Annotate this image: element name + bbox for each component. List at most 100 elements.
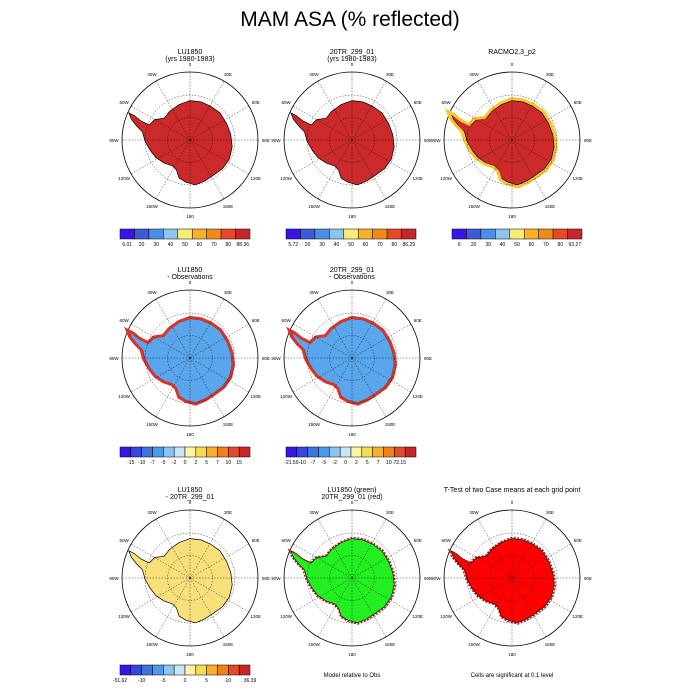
meridian	[293, 543, 353, 579]
colorbar-cell	[329, 228, 345, 240]
longitude-label: 120E	[251, 394, 262, 399]
panel-title-line: - 20TR_299_01	[165, 494, 215, 501]
longitude-label: 120W	[118, 394, 131, 399]
panel-title-line: RACMO2.3_p2	[488, 49, 536, 56]
colorbar-cell	[163, 446, 175, 458]
colorbar-cell	[350, 446, 363, 458]
colorbar-cell	[285, 228, 301, 240]
colorbar-label: 10	[386, 460, 392, 466]
longitude-label: 150W	[146, 204, 159, 209]
colorbar-label: -10	[138, 460, 145, 466]
longitude-label: 150E	[223, 422, 234, 427]
longitude-label: 90E	[584, 138, 592, 143]
colorbar-cell	[119, 664, 132, 676]
meridian	[189, 139, 249, 175]
colorbar-label: 70	[211, 242, 217, 248]
colorbar-cell	[314, 228, 330, 240]
longitude-label: 120E	[251, 614, 262, 619]
colorbar-cell	[318, 446, 330, 458]
colorbar-p5: -21.59 -10 -7 -5 -2 0 2 5 7 10 72.15	[284, 446, 417, 466]
longitude-label: 150E	[385, 204, 396, 209]
colorbar-label: 2	[194, 460, 197, 466]
longitude-label: 120E	[413, 394, 424, 399]
meridian	[477, 81, 513, 141]
panel-title-line: (yrs 1980-1983)	[327, 56, 377, 63]
main-title: MAM ASA (% reflected)	[240, 8, 460, 31]
panel-title-line: 20TR_299_01	[329, 267, 375, 274]
panel-title-p6: LU1850- 20TR_299_01	[130, 487, 250, 501]
colorbar-cell	[163, 228, 179, 240]
latitude-circle	[466, 532, 558, 624]
longitude-label: 60W	[120, 100, 130, 105]
meridian	[511, 543, 571, 579]
longitude-label: 120W	[118, 176, 131, 181]
colorbar-label: 20	[471, 242, 477, 248]
longitude-label: 180	[348, 652, 356, 657]
colorbar-cell	[357, 228, 373, 240]
panel-title-line: 20TR_299_01	[329, 49, 375, 56]
colorbar-cell	[509, 228, 525, 240]
meridian	[189, 357, 249, 393]
meridian	[131, 357, 191, 393]
longitude-label: 90E	[262, 138, 270, 143]
colorbar-cell	[134, 228, 150, 240]
longitude-label: 120W	[280, 176, 293, 181]
colorbar-cell	[141, 446, 153, 458]
colorbar-label: 72.15	[393, 460, 406, 466]
meridian	[477, 577, 513, 637]
longitude-label: 90W	[271, 576, 281, 581]
panel-title-line: LU1850 (green)	[327, 487, 377, 494]
colorbar-label: 6.01	[122, 242, 132, 248]
meridian	[131, 323, 191, 359]
polar-map-p3: 0 30E 60E 90E 120E 150E 180 150W 120W 90W 60W 30W	[431, 62, 592, 219]
longitude-label: 180	[348, 214, 356, 219]
colorbar-label: 93.27	[569, 242, 582, 248]
meridian	[293, 577, 353, 613]
longitude-label: 30W	[469, 72, 479, 77]
longitude-label: 90W	[431, 576, 441, 581]
longitude-label: 120E	[413, 176, 424, 181]
longitude-label: 180	[186, 432, 194, 437]
longitude-label: 150W	[308, 642, 321, 647]
colorbar-cell	[177, 228, 193, 240]
meridian	[189, 323, 249, 359]
longitude-label: 180	[508, 214, 516, 219]
colorbar-cell	[220, 228, 236, 240]
longitude-label: 90W	[271, 138, 281, 143]
longitude-label: 60E	[574, 100, 582, 105]
colorbar-cell	[217, 664, 229, 676]
longitude-label: 30W	[469, 510, 479, 515]
colorbar-cell	[238, 664, 251, 676]
polar-map-p6: 0 30E 60E 90E 120E 150E 180 150W 120W 90W 60W 30W	[109, 500, 270, 657]
polar-map-p7: 0 30E 60E 90E 120E 150E 180 150W 120W 90W 60W 30W	[271, 500, 432, 657]
colorbar-cell	[119, 446, 132, 458]
colorbar-label: -10	[299, 460, 306, 466]
polar-map-p1: 0 30E 60E 90E 120E 150E 180 150W 120W 90W 60W 30W	[109, 62, 270, 219]
polar-map-p2: 0 30E 60E 90E 120E 150E 180 150W 120W 90W 60W 30W	[271, 62, 432, 219]
colorbar-cell	[191, 228, 207, 240]
colorbar-label: 36.39	[244, 678, 257, 684]
colorbar-label: -2	[172, 460, 177, 466]
colorbar-cell	[173, 446, 186, 458]
latitude-circle	[144, 94, 236, 186]
longitude-label: 60W	[442, 538, 452, 543]
meridian	[155, 357, 191, 417]
longitude-label: 60W	[442, 100, 452, 105]
continent-fill	[128, 538, 233, 624]
polar-map-p4: 0 30E 60E 90E 120E 150E 180 150W 120W 90W 60W 30W	[109, 280, 270, 437]
longitude-label: 120W	[118, 614, 131, 619]
longitude-label: 90E	[584, 576, 592, 581]
meridian	[477, 139, 513, 199]
colorbar-label: 70	[377, 242, 383, 248]
meridian	[189, 81, 225, 141]
meridian	[351, 543, 411, 579]
longitude-label: 90E	[262, 356, 270, 361]
continent-fill	[290, 538, 395, 624]
panel-title-line: - Observations	[167, 274, 213, 281]
colorbar-p4: -15 -10 -7 -5 -2 0 2 5 7 10 15	[119, 446, 251, 466]
colorbar-label: 20	[139, 242, 145, 248]
longitude-label: 60E	[252, 538, 260, 543]
meridian	[511, 577, 547, 637]
longitude-label: 150E	[223, 642, 234, 647]
colorbar-label: 20	[305, 242, 311, 248]
